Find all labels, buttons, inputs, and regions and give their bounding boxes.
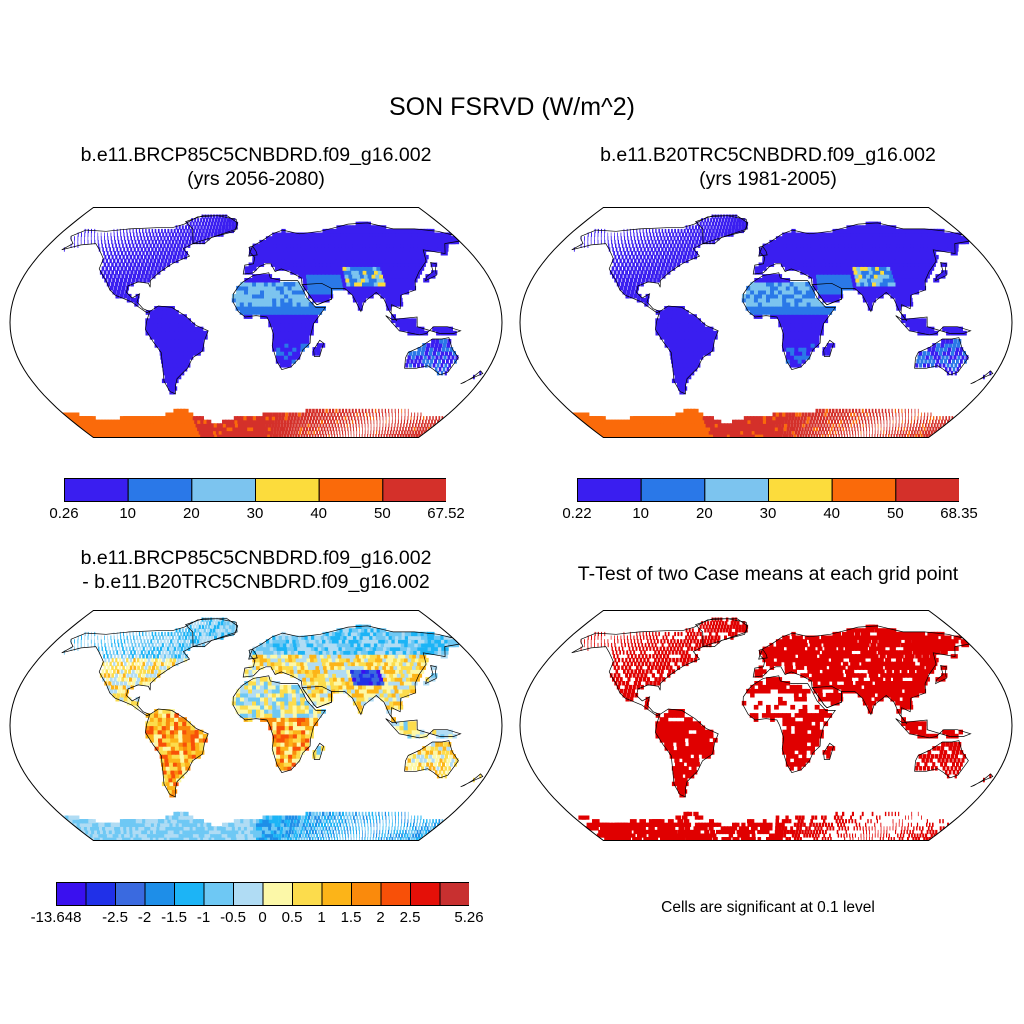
colorbar-tick-label: -13.648 (30, 909, 82, 926)
colorbar-historical-boxes (577, 478, 959, 502)
colorbar-box (577, 478, 642, 502)
colorbar-box (318, 478, 384, 502)
map-significance-cells (578, 617, 992, 841)
map-historical-mean-frame (519, 207, 1013, 438)
colorbar-tick-label: -1.5 (161, 909, 187, 926)
colorbar-tick-label: 5.26 (454, 909, 484, 926)
colorbar-tick-label: 2.5 (399, 909, 421, 926)
colorbar-box (895, 478, 959, 502)
panel-3-difference: - b.e11.B20TRC5CNBDRD.f09_g16.002 (82, 571, 430, 593)
colorbar-box (262, 882, 293, 906)
colorbar-tick-label: -2 (137, 909, 152, 926)
colorbar-box (56, 882, 87, 906)
map-future-mean-coastlines (61, 215, 484, 395)
colorbar-tick-label: 30 (759, 505, 777, 522)
colorbar-box (292, 882, 323, 906)
map-difference-coastlines (61, 618, 484, 798)
map-historical-mean (519, 207, 1013, 438)
map-future-mean (9, 207, 503, 438)
panel-2-case-name: b.e11.B20TRC5CNBDRD.f09_g16.002 (600, 144, 936, 166)
colorbar-tick-label: 50 (373, 505, 391, 522)
colorbar-box (233, 882, 264, 906)
colorbar-tick-label: 0.5 (281, 909, 303, 926)
panel-2-title: b.e11.B20TRC5CNBDRD.f09_g16.002 (yrs 198… (512, 143, 1024, 191)
colorbar-tick-label: 40 (310, 505, 327, 522)
colorbar-tick-label: 0.22 (562, 505, 592, 522)
panel-3-case-name: b.e11.BRCP85C5CNBDRD.f09_g16.002 (80, 547, 432, 569)
colorbar-box (85, 882, 116, 906)
colorbar-tick-label: 10 (119, 505, 136, 522)
colorbar-tick-label: 2 (376, 909, 385, 926)
colorbar-tick-label: 1 (317, 909, 326, 926)
colorbar-box (144, 882, 175, 906)
colorbar-tick-label: 50 (886, 505, 904, 522)
colorbar-tick-label: 20 (182, 505, 200, 522)
panel-2-years: (yrs 1981-2005) (699, 168, 837, 190)
panel-1-case-name: b.e11.BRCP85C5CNBDRD.f09_g16.002 (80, 144, 432, 166)
colorbar-difference-boxes (56, 882, 469, 906)
colorbar-box (831, 478, 897, 502)
panel-1-title: b.e11.BRCP85C5CNBDRD.f09_g16.002 (yrs 20… (0, 143, 512, 191)
colorbar-tick-label: 20 (695, 505, 713, 522)
colorbar-tick-label: -0.5 (220, 909, 246, 926)
colorbar-tick-label: 0.26 (49, 505, 79, 522)
map-historical-mean-coastlines (571, 215, 994, 395)
colorbar-tick-label: 68.35 (940, 505, 978, 522)
colorbar-box (115, 882, 146, 906)
colorbar-box (64, 478, 129, 502)
colorbar-tick-label: 0 (258, 909, 267, 926)
colorbar-box (380, 882, 411, 906)
colorbar-future-boxes (64, 478, 446, 502)
main-title: SON FSRVD (W/m^2) (389, 93, 635, 121)
colorbar-box (321, 882, 352, 906)
significance-note: Cells are significant at 0.1 level (661, 899, 875, 916)
colorbar-tick-label: 40 (823, 505, 840, 522)
colorbar-future: 0.26 10 20 30 40 50 67.52 (49, 478, 465, 522)
panel-4-title: T-Test of two Case means at each grid po… (512, 562, 1024, 586)
map-future-mean-cells (61, 214, 482, 438)
colorbar-box (203, 882, 234, 906)
colorbar-box (704, 478, 770, 502)
colorbar-tick-label: -2.5 (102, 909, 128, 926)
colorbar-box (351, 882, 382, 906)
colorbar-difference: -13.648 -2.5 -2 -1.5 -1 -0.5 0 0.5 1 1.5 2 2.5 5.26 (31, 882, 484, 926)
map-historical-mean-cells (571, 214, 992, 438)
colorbar-tick-label: 30 (246, 505, 264, 522)
map-future-mean-frame (9, 207, 503, 438)
map-significance (519, 610, 1013, 841)
colorbar-box (174, 882, 205, 906)
map-difference-cells (61, 617, 482, 841)
map-significance-frame (519, 610, 1013, 841)
panel-4-ttest-title: T-Test of two Case means at each grid po… (577, 563, 959, 585)
colorbar-tick-label: 10 (632, 505, 649, 522)
colorbar-box (410, 882, 441, 906)
colorbar-box (127, 478, 193, 502)
colorbar-box (439, 882, 469, 906)
colorbar-box (640, 478, 706, 502)
colorbar-box (255, 478, 320, 502)
colorbar-tick-label: 67.52 (427, 505, 465, 522)
map-difference-frame (9, 610, 503, 841)
panel-1-years: (yrs 2056-2080) (187, 168, 325, 190)
colorbar-box (768, 478, 833, 502)
panel-3-title: b.e11.BRCP85C5CNBDRD.f09_g16.002 - b.e11… (0, 546, 512, 594)
map-difference (9, 610, 503, 841)
colorbar-box (382, 478, 446, 502)
colorbar-tick-label: 1.5 (340, 909, 362, 926)
colorbar-tick-label: -1 (196, 909, 211, 926)
colorbar-box (191, 478, 257, 502)
colorbar-historical: 0.22 10 20 30 40 50 68.35 (562, 478, 978, 522)
map-significance-coastlines (571, 618, 994, 798)
